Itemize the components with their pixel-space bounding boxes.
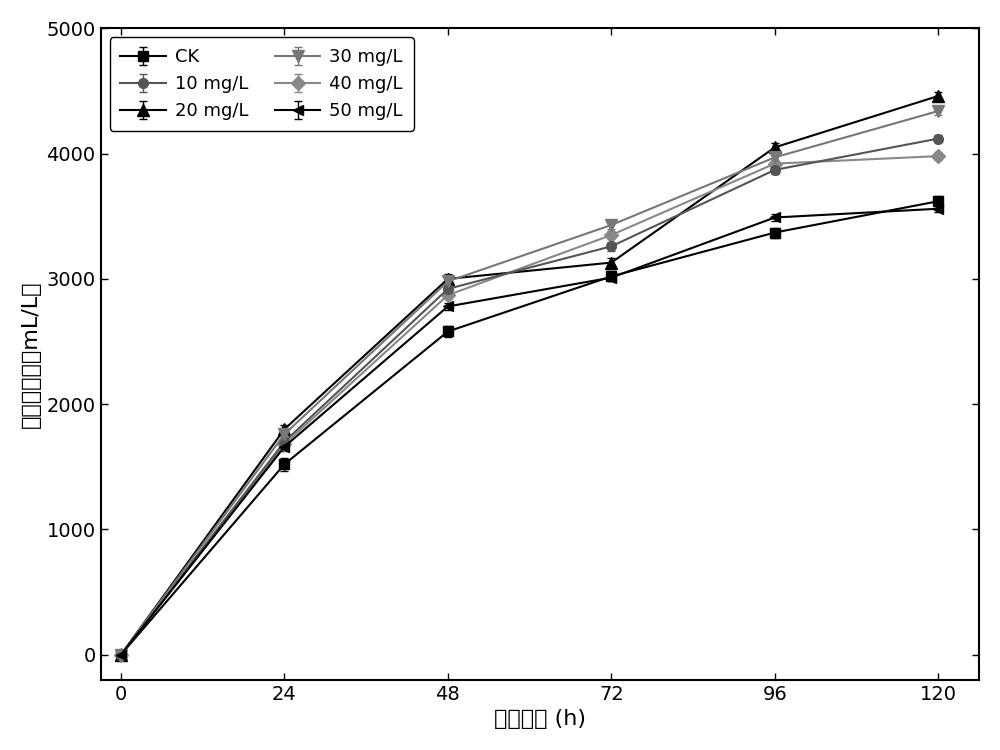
- Legend: CK, 10 mg/L, 20 mg/L, 30 mg/L, 40 mg/L, 50 mg/L: CK, 10 mg/L, 20 mg/L, 30 mg/L, 40 mg/L, …: [110, 38, 414, 131]
- Y-axis label: 累积产氢量（mL/L）: 累积产氢量（mL/L）: [21, 280, 41, 428]
- X-axis label: 发酵时间 (h): 发酵时间 (h): [494, 710, 586, 729]
